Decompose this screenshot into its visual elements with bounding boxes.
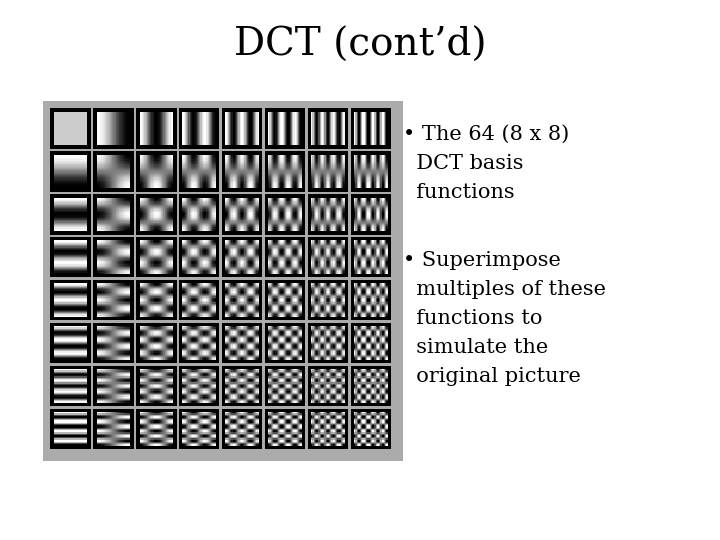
Text: DCT (cont’d): DCT (cont’d) <box>234 27 486 64</box>
Text: multiples of these: multiples of these <box>403 280 606 299</box>
Text: original picture: original picture <box>403 367 581 387</box>
Text: • Superimpose: • Superimpose <box>403 251 561 270</box>
Text: functions: functions <box>403 183 515 202</box>
Text: DCT basis: DCT basis <box>403 153 523 173</box>
Text: • The 64 (8 x 8): • The 64 (8 x 8) <box>403 124 570 144</box>
Text: functions to: functions to <box>403 309 543 328</box>
Text: simulate the: simulate the <box>403 338 549 357</box>
